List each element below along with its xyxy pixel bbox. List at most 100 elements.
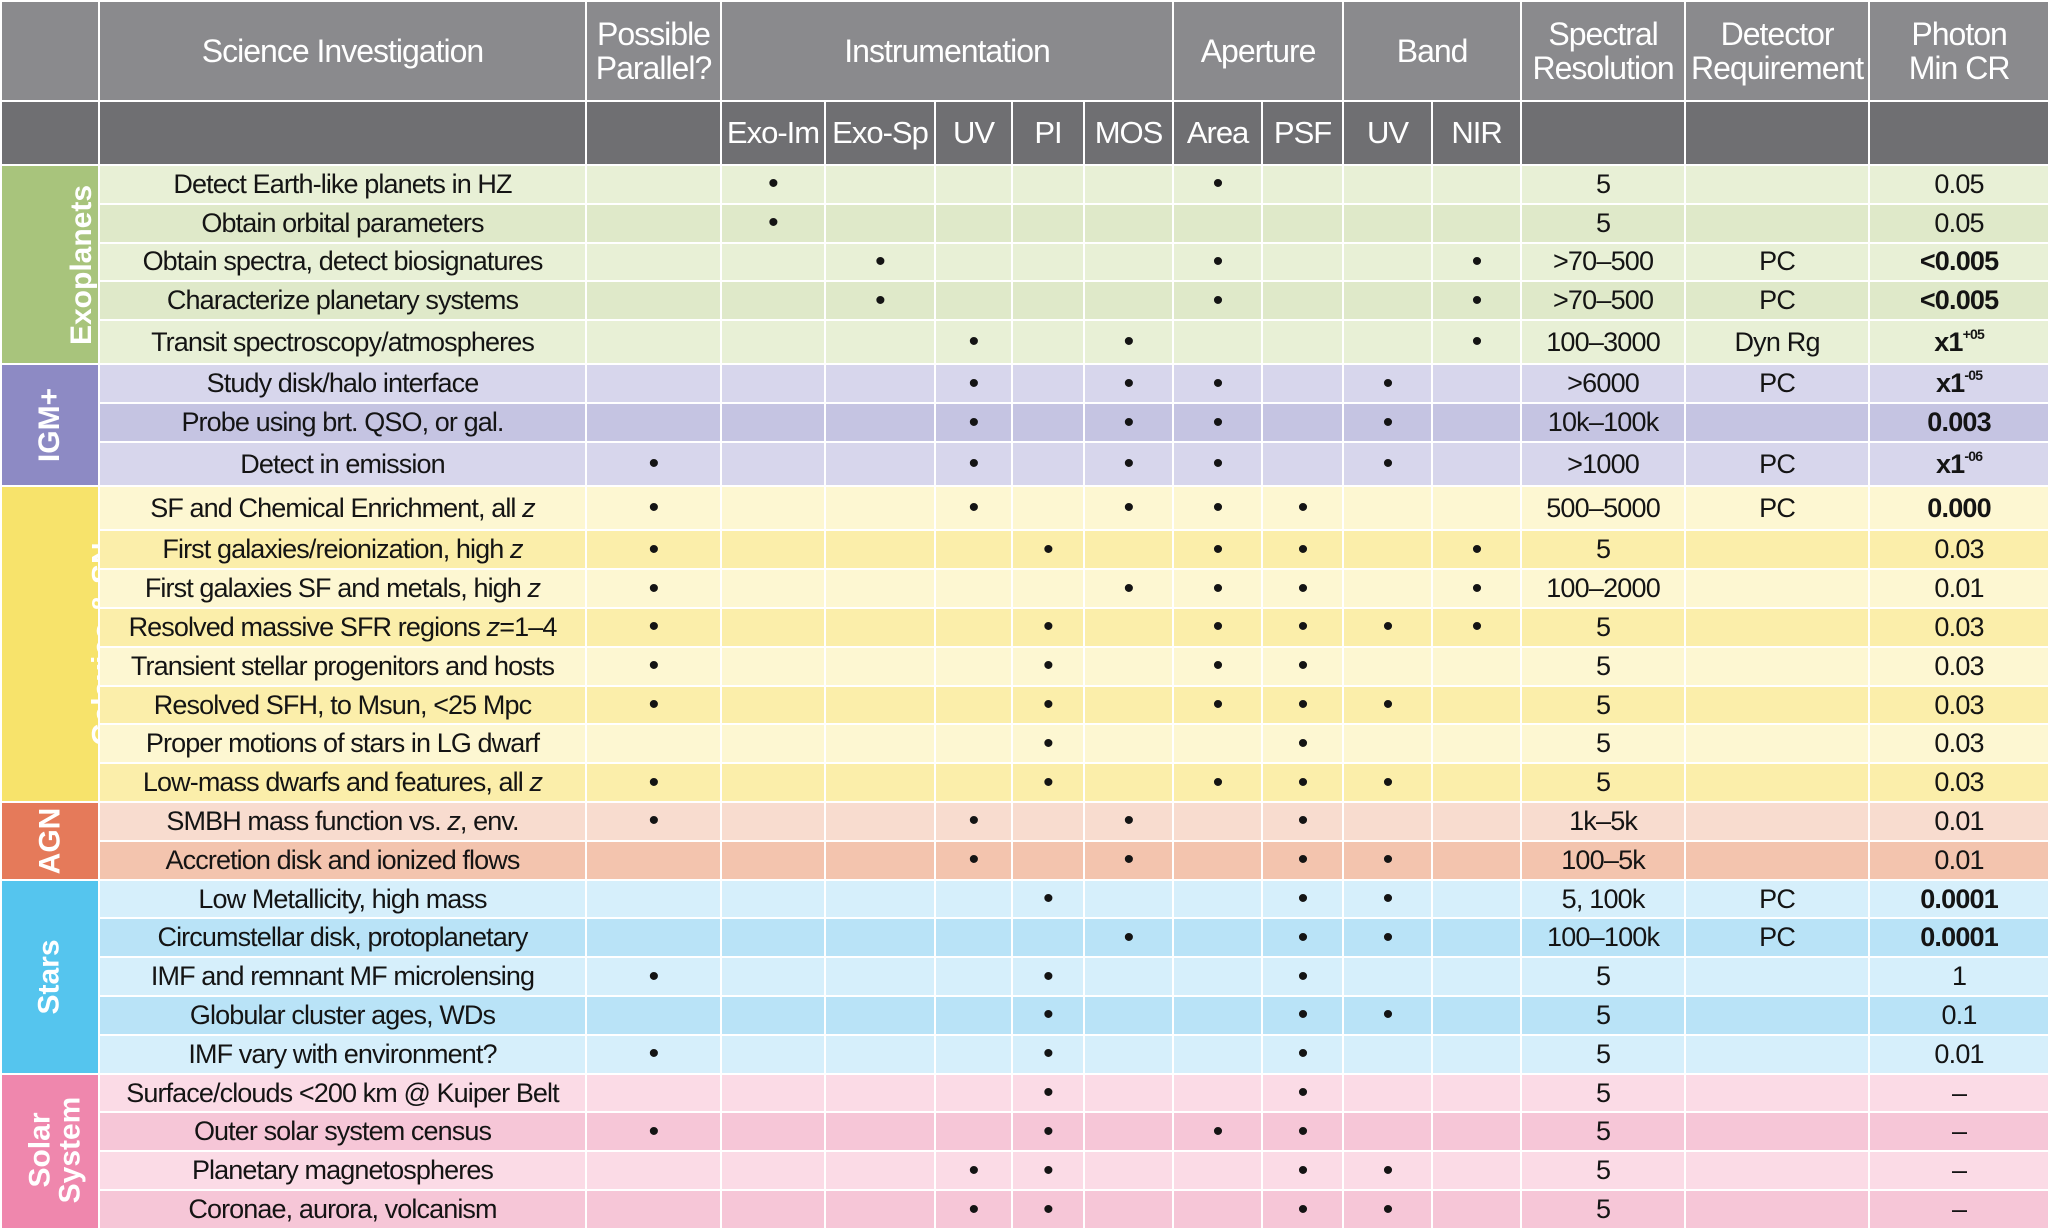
check-dot: •	[1471, 610, 1482, 644]
check-dot: •	[1043, 1192, 1053, 1226]
cell-value: 5	[1595, 611, 1611, 642]
check-dot: •	[648, 688, 659, 722]
exo-sp-cell	[824, 1111, 936, 1153]
band-uv-cell	[1342, 164, 1434, 205]
exo-im-cell	[720, 839, 826, 881]
cell-value: 0.0001	[1920, 883, 1999, 914]
possible-parallel-cell: •	[585, 607, 722, 648]
header-line: Detector	[1720, 16, 1835, 52]
detector-requirement-cell: PC	[1684, 280, 1871, 322]
header-line: Photon	[1911, 16, 2007, 52]
exo-im-cell	[720, 402, 826, 444]
pi-cell: •	[1011, 1072, 1085, 1114]
photon-min-cr-cell: 1	[1868, 956, 2048, 998]
subheader-uv: UV	[934, 100, 1013, 166]
band-uv-cell: •	[1342, 995, 1434, 1036]
check-dot: •	[1123, 447, 1134, 481]
photon-min-cr-cell: –	[1868, 1189, 2048, 1230]
subheader-mos: MOS	[1082, 100, 1175, 166]
band-nir-cell: •	[1431, 241, 1523, 283]
exponent-superscript: -05	[1964, 367, 1983, 384]
pi-cell: •	[1011, 607, 1085, 648]
photon-min-cr-cell: 0.01	[1868, 568, 2048, 610]
pi-cell	[1011, 839, 1085, 881]
header-line: Parallel?	[595, 50, 713, 86]
spectral-resolution-cell: >70–500	[1520, 280, 1687, 322]
science-investigation-cell: Coronae, aurora, volcanism	[98, 1189, 587, 1230]
table-row: Transit spectroscopy/atmospheres • • • 100–3…	[1, 319, 2048, 366]
subheader-empty	[1520, 100, 1687, 166]
possible-parallel-cell: •	[585, 762, 722, 804]
exo-sp-cell	[824, 164, 936, 205]
category-label-gal: Galaxies & SN	[0, 485, 100, 804]
uv-cell	[934, 762, 1013, 804]
category-label-text: AGN	[32, 807, 66, 875]
band-nir-cell: •	[1431, 607, 1523, 648]
subheader-empty	[98, 100, 587, 166]
check-dot: •	[1297, 1037, 1308, 1071]
check-dot: •	[1043, 1114, 1053, 1148]
cell-value: x1	[1934, 326, 1963, 357]
cell-value: x1	[1935, 448, 1965, 479]
cell-value: Dyn Rg	[1734, 326, 1820, 357]
exo-sp-cell	[824, 363, 936, 405]
exo-im-cell	[720, 684, 826, 726]
band-uv-cell	[1342, 956, 1434, 998]
pi-cell: •	[1011, 995, 1085, 1036]
psf-cell: •	[1261, 529, 1345, 571]
investigation-text: Planetary magnetospheres	[191, 1155, 494, 1186]
band-nir-cell	[1431, 839, 1523, 881]
table-row: Resolved massive SFR regions z=1–4 • • • • • •…	[1, 607, 2048, 648]
cell-value: 5	[1595, 534, 1611, 565]
category-label-line: AGN	[32, 807, 66, 875]
check-dot: •	[648, 532, 659, 566]
uv-cell: •	[934, 319, 1013, 366]
check-dot: •	[1382, 765, 1393, 799]
subheader-band-uv: UV	[1342, 100, 1434, 166]
photon-min-cr-cell: 0.01	[1868, 801, 2048, 842]
category-label-line: Exoplanets	[65, 184, 99, 345]
possible-parallel-cell: •	[585, 1111, 722, 1153]
science-investigation-cell: Study disk/halo interface	[98, 363, 587, 405]
cell-value: 5	[1595, 689, 1611, 720]
header-line: Resolution	[1532, 50, 1674, 86]
check-dot: •	[1212, 532, 1223, 566]
mos-cell	[1082, 1072, 1175, 1114]
area-cell: •	[1172, 164, 1264, 205]
cell-value: 1k–5k	[1569, 805, 1638, 836]
science-investigation-cell: Globular cluster ages, WDs	[98, 995, 587, 1036]
check-dot: •	[1471, 244, 1482, 278]
check-dot: •	[1043, 532, 1053, 566]
exo-im-cell	[720, 762, 826, 804]
area-cell	[1172, 723, 1264, 765]
check-dot: •	[1123, 325, 1134, 359]
band-nir-cell: •	[1431, 280, 1523, 322]
pi-cell	[1011, 241, 1085, 283]
mos-cell	[1082, 607, 1175, 648]
mos-cell	[1082, 723, 1175, 765]
uv-cell	[934, 241, 1013, 283]
exo-im-cell	[720, 956, 826, 998]
psf-cell: •	[1261, 607, 1345, 648]
psf-cell: •	[1261, 801, 1345, 842]
band-uv-cell	[1342, 485, 1434, 532]
investigation-text: Detect in emission	[240, 448, 445, 479]
cell-value: –	[1951, 1155, 1967, 1186]
pi-cell: •	[1011, 878, 1085, 920]
cell-value: 1	[1951, 961, 1967, 992]
exo-im-cell	[720, 645, 826, 687]
check-dot: •	[1382, 688, 1393, 722]
pi-cell: •	[1011, 956, 1085, 998]
mos-cell: •	[1082, 568, 1175, 610]
exo-sp-cell	[824, 917, 936, 959]
spectral-resolution-cell: 5	[1520, 995, 1687, 1036]
mos-cell	[1082, 1111, 1175, 1153]
band-nir-cell	[1431, 723, 1523, 765]
exo-sp-cell	[824, 441, 936, 488]
header-science-investigation: Science Investigation	[98, 0, 587, 102]
possible-parallel-cell	[585, 1189, 722, 1230]
photon-min-cr-cell: 0.0001	[1868, 917, 2048, 959]
check-dot: •	[1382, 447, 1393, 481]
investigation-text: Characterize planetary systems	[166, 285, 519, 316]
detector-requirement-cell	[1684, 956, 1871, 998]
